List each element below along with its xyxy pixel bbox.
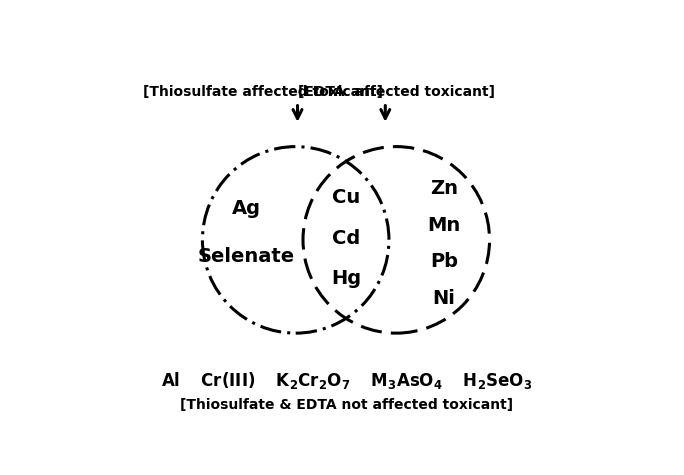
Text: [Thiosulfate & EDTA not affected toxicant]: [Thiosulfate & EDTA not affected toxican…	[181, 398, 514, 412]
Text: $\mathbf{Al}$    $\mathbf{Cr(III)}$    $\mathbf{K_2Cr_2O_7}$    $\mathbf{M_3AsO_: $\mathbf{Al}$ $\mathbf{Cr(III)}$ $\mathb…	[161, 370, 533, 391]
Text: Ag: Ag	[232, 200, 261, 219]
Text: Hg: Hg	[331, 269, 361, 288]
Text: Pb: Pb	[430, 252, 458, 271]
Text: Cu: Cu	[332, 188, 360, 207]
Text: Cd: Cd	[332, 228, 360, 247]
Text: [EDTA  affected toxicant]: [EDTA affected toxicant]	[298, 85, 495, 99]
Text: Selenate: Selenate	[198, 247, 295, 266]
Text: Zn: Zn	[430, 179, 458, 198]
Text: Ni: Ni	[432, 289, 456, 308]
Text: Mn: Mn	[428, 216, 460, 235]
Text: [Thiosulfate affected toxicant]: [Thiosulfate affected toxicant]	[143, 85, 383, 99]
